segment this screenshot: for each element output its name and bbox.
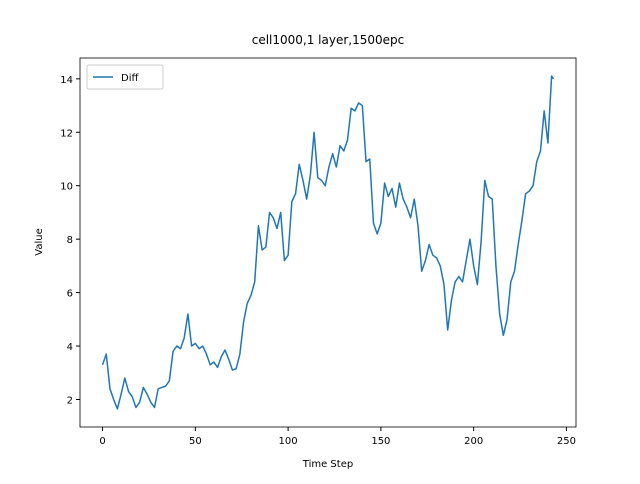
x-tick-label: 200 <box>464 436 483 447</box>
legend-box <box>86 64 164 90</box>
x-tick-label: 150 <box>371 436 390 447</box>
plot-frame <box>79 57 577 428</box>
y-tick-label: 10 <box>60 182 73 193</box>
y-tick-label: 12 <box>60 128 73 139</box>
y-tick-label: 8 <box>67 235 73 246</box>
x-tick-label: 100 <box>279 436 298 447</box>
legend-label: Diff <box>121 73 139 84</box>
y-tick-label: 2 <box>67 395 73 406</box>
chart-title: cell1000,1 layer,1500epc <box>252 33 405 47</box>
y-tick-label: 4 <box>67 342 73 353</box>
x-axis-label: Time Step <box>302 459 353 470</box>
y-tick-label: 14 <box>60 75 73 86</box>
data-line <box>101 75 555 410</box>
x-tick-label: 0 <box>99 436 105 447</box>
y-axis-label: Value <box>34 228 45 255</box>
x-tick-label: 50 <box>189 436 202 447</box>
y-tick-label: 6 <box>67 289 73 300</box>
x-tick-label: 250 <box>557 436 576 447</box>
